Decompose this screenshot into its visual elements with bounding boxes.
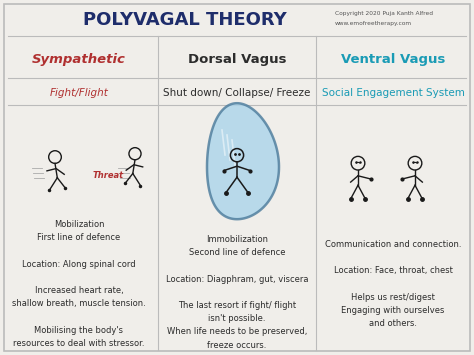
Polygon shape [207,103,279,219]
Text: www.emofreetherapy.com: www.emofreetherapy.com [335,22,412,27]
Text: Mobilization
First line of defence

Location: Along spinal cord

Increased heart: Mobilization First line of defence Locat… [12,220,146,348]
Text: Copyright 2020 Puja Kanth Alfred: Copyright 2020 Puja Kanth Alfred [335,11,433,16]
Text: Threat: Threat [92,170,124,180]
Text: Fight/Flight: Fight/Flight [50,88,109,98]
Text: Shut down/ Collapse/ Freeze: Shut down/ Collapse/ Freeze [164,88,310,98]
Text: Immobilization
Second line of defence

Location: Diagphram, gut, viscera

The la: Immobilization Second line of defence Lo… [166,235,308,350]
Text: Sympathetic: Sympathetic [32,54,126,66]
Text: Social Engagement System: Social Engagement System [321,88,465,98]
Text: Communication and connection.

Location: Face, throat, chest

Helps us rest/dige: Communication and connection. Location: … [325,240,461,328]
Text: Dorsal Vagus: Dorsal Vagus [188,54,286,66]
Text: Ventral Vagus: Ventral Vagus [341,54,445,66]
Text: POLYVAGAL THEORY: POLYVAGAL THEORY [83,11,287,29]
